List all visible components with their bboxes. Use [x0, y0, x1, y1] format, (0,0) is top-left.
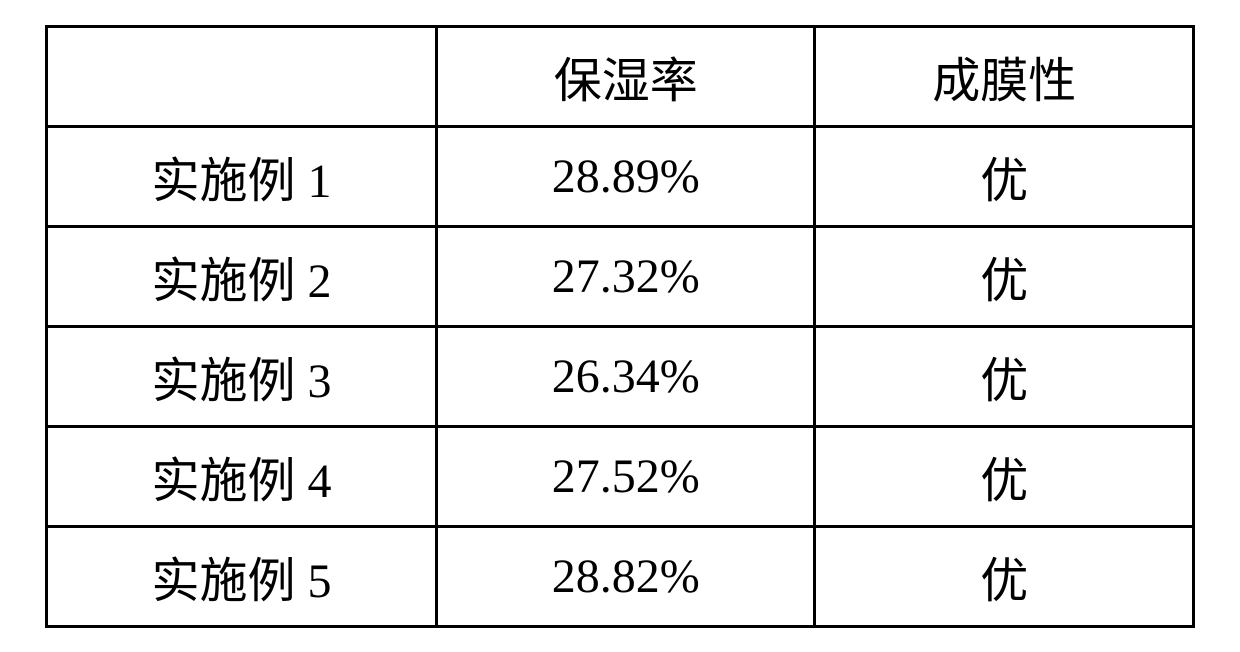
header-cell-film-forming: 成膜性	[815, 26, 1194, 126]
header-cell-moisture-rate: 保湿率	[436, 26, 815, 126]
data-table: 保湿率 成膜性 实施例 1 28.89% 优 实施例 2 27.32% 优 实施…	[45, 25, 1195, 628]
cell-moisture-rate: 27.32%	[436, 226, 815, 326]
cell-moisture-rate: 26.34%	[436, 326, 815, 426]
data-table-container: 保湿率 成膜性 实施例 1 28.89% 优 实施例 2 27.32% 优 实施…	[45, 25, 1195, 628]
table-row: 实施例 1 28.89% 优	[47, 126, 1194, 226]
cell-film-forming: 优	[815, 326, 1194, 426]
cell-moisture-rate: 28.89%	[436, 126, 815, 226]
header-cell-empty	[47, 26, 437, 126]
cell-example-label: 实施例 4	[47, 426, 437, 526]
table-row: 实施例 2 27.32% 优	[47, 226, 1194, 326]
cell-film-forming: 优	[815, 226, 1194, 326]
cell-film-forming: 优	[815, 126, 1194, 226]
table-header-row: 保湿率 成膜性	[47, 26, 1194, 126]
table-row: 实施例 4 27.52% 优	[47, 426, 1194, 526]
cell-moisture-rate: 28.82%	[436, 526, 815, 626]
cell-film-forming: 优	[815, 426, 1194, 526]
table-row: 实施例 3 26.34% 优	[47, 326, 1194, 426]
cell-moisture-rate: 27.52%	[436, 426, 815, 526]
table-row: 实施例 5 28.82% 优	[47, 526, 1194, 626]
cell-example-label: 实施例 2	[47, 226, 437, 326]
cell-example-label: 实施例 3	[47, 326, 437, 426]
cell-example-label: 实施例 5	[47, 526, 437, 626]
cell-example-label: 实施例 1	[47, 126, 437, 226]
cell-film-forming: 优	[815, 526, 1194, 626]
